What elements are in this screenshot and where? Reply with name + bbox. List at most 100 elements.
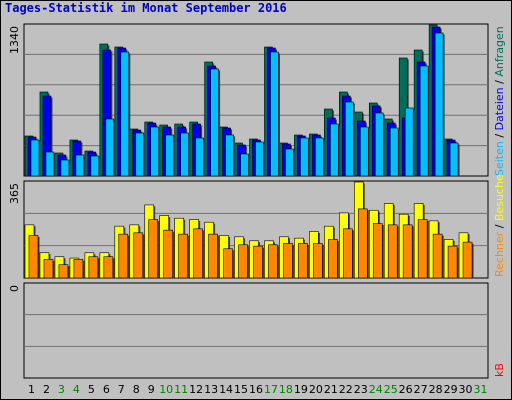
bar-rechner-day-26 [402, 224, 413, 279]
bar-seiten-day-14 [225, 134, 234, 177]
bar-seiten-day-4 [75, 154, 85, 177]
x-tick-label-day-31: 31 [474, 383, 488, 396]
x-tick-label-day-20: 20 [309, 383, 323, 396]
bar-rechner-day-18 [283, 243, 293, 279]
bar-seiten-day-8 [135, 132, 145, 177]
bar-seiten-day-17 [270, 51, 279, 177]
x-tick-label-day-14: 14 [219, 383, 233, 396]
x-tick-label-day-27: 27 [414, 383, 428, 396]
bar-rechner-day-19 [298, 243, 308, 279]
x-tick-label-day-1: 1 [28, 383, 35, 396]
chart-title: Tages-Statistik im Monat September 2016 [5, 1, 287, 15]
bar-seiten-day-15 [240, 153, 249, 177]
x-tick-label-day-21: 21 [324, 383, 338, 396]
bar-seiten-day-21 [330, 123, 339, 177]
legend-entry-seiten: Seiten [493, 141, 506, 176]
legend-entry-kb: kB [493, 363, 506, 377]
bar-rechner-day-16 [253, 245, 263, 279]
legend-separator: / [493, 221, 506, 232]
bar-seiten-day-12 [195, 137, 204, 177]
x-tick-label-day-8: 8 [133, 383, 140, 396]
legend-entry-anfragen: Anfragen [493, 26, 506, 76]
x-tick-label-day-15: 15 [234, 383, 248, 396]
series-legend-vertical: kB [493, 363, 506, 377]
x-tick-label-day-11: 11 [174, 383, 188, 396]
x-tick-label-day-23: 23 [354, 383, 368, 396]
x-tick-label-day-6: 6 [103, 383, 110, 396]
bar-rechner-day-20 [313, 243, 323, 279]
bar-rechner-day-13 [208, 233, 218, 279]
x-tick-label-day-5: 5 [88, 383, 95, 396]
y-axis-max-label: 365 [8, 183, 21, 204]
panel-bottom: 0 [8, 282, 489, 379]
bar-rechner-day-24 [372, 223, 383, 279]
legend-entry-dateien: Dateien [493, 87, 506, 130]
legend-separator: / [493, 130, 506, 141]
bar-rechner-day-29 [447, 245, 458, 279]
bar-rechner-day-23 [357, 208, 368, 279]
bar-seiten-day-2 [45, 151, 55, 177]
bar-rechner-day-12 [193, 228, 203, 279]
bar-seiten-day-3 [60, 159, 70, 177]
x-tick-label-day-28: 28 [429, 383, 443, 396]
bar-seiten-day-26 [404, 107, 414, 177]
bar-seiten-day-5 [90, 155, 100, 177]
x-tick-label-day-17: 17 [264, 383, 278, 396]
x-tick-label-day-13: 13 [204, 383, 218, 396]
y-axis-max-label: 0 [8, 285, 21, 292]
x-tick-label-day-19: 19 [294, 383, 308, 396]
bar-rechner-day-17 [268, 244, 278, 279]
bar-rechner-day-14 [223, 248, 233, 279]
bar-seiten-day-13 [210, 68, 219, 177]
bar-seiten-day-27 [419, 65, 429, 177]
series-legend-vertical: Seiten / Dateien / Anfragen [493, 26, 506, 176]
x-tick-label-day-4: 4 [73, 383, 80, 396]
x-tick-label-day-9: 9 [148, 383, 155, 396]
x-tick-label-day-29: 29 [444, 383, 458, 396]
panel-border [23, 282, 489, 379]
x-tick-label-day-24: 24 [369, 383, 383, 396]
bar-rechner-day-8 [133, 232, 144, 279]
x-tick-label-day-12: 12 [189, 383, 203, 396]
bar-seiten-day-16 [255, 141, 264, 177]
bar-seiten-day-7 [120, 51, 130, 177]
bar-rechner-day-7 [118, 233, 129, 279]
bar-seiten-day-18 [285, 148, 294, 177]
bar-rechner-day-22 [343, 228, 353, 279]
bar-seiten-day-25 [389, 127, 399, 177]
bar-seiten-day-1 [30, 139, 40, 177]
x-tick-label-day-22: 22 [339, 383, 353, 396]
bar-rechner-day-6 [103, 256, 114, 279]
x-tick-label-day-7: 7 [118, 383, 125, 396]
bar-seiten-day-6 [105, 118, 115, 177]
bar-seiten-day-28 [434, 32, 444, 177]
bar-seiten-day-24 [374, 112, 384, 177]
bar-rechner-day-15 [238, 244, 248, 279]
bar-seiten-day-11 [180, 132, 189, 177]
bar-rechner-day-28 [432, 233, 443, 279]
bar-rechner-day-1 [28, 235, 39, 279]
bar-seiten-day-19 [300, 137, 309, 177]
bar-rechner-day-10 [163, 229, 174, 279]
legend-entry-besuche: Besuche [493, 174, 506, 221]
x-tick-label-day-18: 18 [279, 383, 293, 396]
bar-rechner-day-2 [43, 259, 54, 279]
bar-seiten-day-9 [150, 126, 160, 177]
bar-rechner-day-3 [58, 264, 69, 279]
bar-rechner-day-11 [178, 233, 188, 279]
x-tick-label-day-26: 26 [399, 383, 413, 396]
bar-seiten-day-29 [449, 142, 459, 177]
x-tick-label-day-3: 3 [58, 383, 65, 396]
x-tick-label-day-16: 16 [249, 383, 263, 396]
bar-rechner-day-5 [88, 256, 99, 279]
bar-seiten-day-23 [359, 126, 369, 177]
bar-rechner-day-9 [148, 219, 159, 279]
bar-seiten-day-20 [315, 137, 324, 177]
bar-rechner-day-4 [73, 259, 84, 279]
x-tick-label-day-10: 10 [159, 383, 173, 396]
bar-seiten-day-10 [165, 134, 175, 177]
x-tick-label-day-2: 2 [43, 383, 50, 396]
legend-entry-rechner: Rechner [493, 231, 506, 277]
series-legend-vertical: Rechner / Besuche [493, 174, 506, 277]
